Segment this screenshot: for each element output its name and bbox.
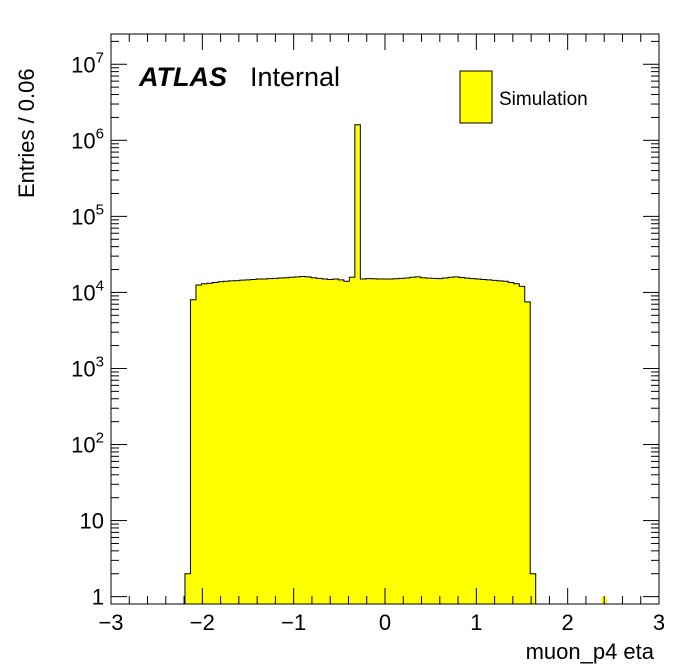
histogram-outline xyxy=(184,124,537,604)
histogram-bar xyxy=(415,276,422,604)
histogram-bar xyxy=(437,278,443,604)
histogram-bar xyxy=(228,280,235,604)
histogram-bar xyxy=(491,280,498,604)
histogram-bar xyxy=(261,279,268,604)
histogram-bar xyxy=(305,276,312,604)
y-tick-label: 10 xyxy=(80,509,104,534)
histogram-bar xyxy=(321,279,328,604)
histogram-bar xyxy=(431,278,438,604)
x-axis-ticks: −3 −2 −1 0 1 2 3 xyxy=(98,34,665,635)
histogram-bar xyxy=(300,276,306,604)
histogram-bar xyxy=(278,277,285,604)
x-tick-label: 1 xyxy=(470,610,482,635)
histogram-bar xyxy=(212,282,219,604)
histogram-bar xyxy=(283,277,290,604)
y-tick-label: 106 xyxy=(71,125,104,153)
atlas-label: ATLAS xyxy=(138,62,227,92)
plot-frame-border xyxy=(110,33,660,605)
histogram-bar xyxy=(206,283,213,604)
histogram-bar xyxy=(201,283,208,604)
x-tick-label: −3 xyxy=(98,610,123,635)
histogram-bar xyxy=(349,277,356,604)
histogram-bar xyxy=(354,124,361,604)
histogram-bar xyxy=(272,278,279,604)
internal-label: Internal xyxy=(250,62,340,92)
histogram-bar xyxy=(365,278,372,604)
y-tick-label: 103 xyxy=(71,353,104,381)
histogram-bar xyxy=(376,279,383,604)
histogram-bar xyxy=(382,279,389,604)
histogram-bar xyxy=(469,278,476,604)
x-tick-label: 2 xyxy=(562,610,574,635)
legend-swatch-simulation xyxy=(459,70,493,124)
histogram-bar xyxy=(371,278,378,604)
histogram-bar xyxy=(316,278,323,604)
y-axis-ticks: 1 10 102 103 104 105 106 107 xyxy=(71,40,659,610)
histogram-bar xyxy=(486,279,493,604)
x-tick-label: −2 xyxy=(190,610,215,635)
histogram-bar xyxy=(250,279,257,604)
histogram-bar xyxy=(311,277,317,604)
histogram-bar xyxy=(289,277,295,604)
histogram-bar xyxy=(267,278,274,604)
histogram-bar xyxy=(475,279,482,604)
histogram-bar xyxy=(497,280,504,604)
histogram-bar xyxy=(190,299,197,604)
histogram-bar xyxy=(338,279,345,604)
histogram-bar xyxy=(519,286,526,604)
x-tick-label: 3 xyxy=(653,610,665,635)
histogram-bar xyxy=(332,279,339,604)
y-axis-title: Entries / 0.06 xyxy=(14,68,39,198)
histogram-bar xyxy=(458,277,465,604)
histogram-bar xyxy=(448,277,454,604)
histogram-bar xyxy=(360,279,367,604)
x-tick-label: −1 xyxy=(281,610,306,635)
y-tick-label: 1 xyxy=(92,585,104,610)
histogram-bar xyxy=(223,281,230,604)
histogram-bar xyxy=(195,285,202,604)
histogram-bar xyxy=(508,282,515,604)
histogram-bar xyxy=(502,281,509,604)
histogram-bar xyxy=(426,278,432,604)
histogram-bar xyxy=(256,279,263,604)
y-tick-label: 104 xyxy=(71,277,104,305)
histogram-bar xyxy=(234,280,241,604)
histogram-bar xyxy=(530,573,537,604)
histogram-bar xyxy=(464,278,471,604)
histogram-bar xyxy=(393,278,400,604)
histogram-bar xyxy=(480,279,487,604)
histogram-bar xyxy=(442,277,449,604)
y-tick-label: 105 xyxy=(71,201,104,229)
histogram-bar xyxy=(404,277,411,604)
x-axis-title: muon_p4 eta xyxy=(526,639,655,664)
histogram-bar xyxy=(453,276,460,604)
histogram-bar xyxy=(343,281,350,604)
legend-label-simulation: Simulation xyxy=(499,89,588,110)
histogram-bar xyxy=(245,279,252,604)
histogram-bar xyxy=(387,279,394,604)
histogram-bar xyxy=(217,281,224,604)
histogram-bar xyxy=(524,301,531,604)
y-tick-label: 102 xyxy=(71,430,104,458)
histogram-bar xyxy=(327,279,334,604)
histogram-bars xyxy=(184,124,607,604)
histogram-bar xyxy=(409,277,416,604)
histogram-bar xyxy=(513,283,520,604)
histogram-bar xyxy=(239,280,246,604)
histogram-bar xyxy=(294,276,301,604)
histogram-bar xyxy=(420,277,427,604)
x-tick-label: 0 xyxy=(379,610,391,635)
histogram-bar xyxy=(398,278,405,604)
histogram-bar xyxy=(184,573,191,604)
y-tick-label: 107 xyxy=(71,49,104,77)
